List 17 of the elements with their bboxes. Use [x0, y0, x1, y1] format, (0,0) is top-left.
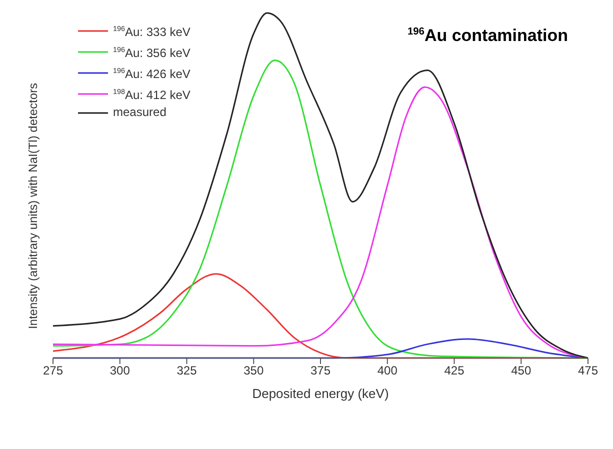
legend-label: $^{196}$Au: 426 keV: [113, 66, 190, 81]
x-tick-label: 425: [444, 364, 465, 378]
x-axis-title: Deposited energy (keV): [252, 386, 389, 401]
legend-label: $^{196}$Au: 356 keV: [113, 45, 190, 60]
x-tick-label: 300: [110, 364, 130, 378]
legend-label: measured: [113, 105, 166, 119]
x-tick-label: 450: [511, 364, 532, 378]
legend-label: $^{198}$Au: 412 keV: [113, 87, 190, 102]
text: $^{196}$Au contamination: [407, 26, 568, 45]
x-tick-label: 325: [176, 364, 198, 378]
y-axis-title: Intensity (arbitrary units) with NaI(Tl) detectors: [26, 82, 40, 329]
x-tick-label: 400: [377, 364, 398, 378]
x-tick-label: 275: [42, 364, 64, 378]
legend-label: $^{196}$Au: 333 keV: [113, 24, 190, 39]
x-tick-label: 350: [244, 364, 264, 378]
x-tick-label: 475: [578, 364, 598, 378]
x-tick-label: 375: [310, 364, 331, 378]
